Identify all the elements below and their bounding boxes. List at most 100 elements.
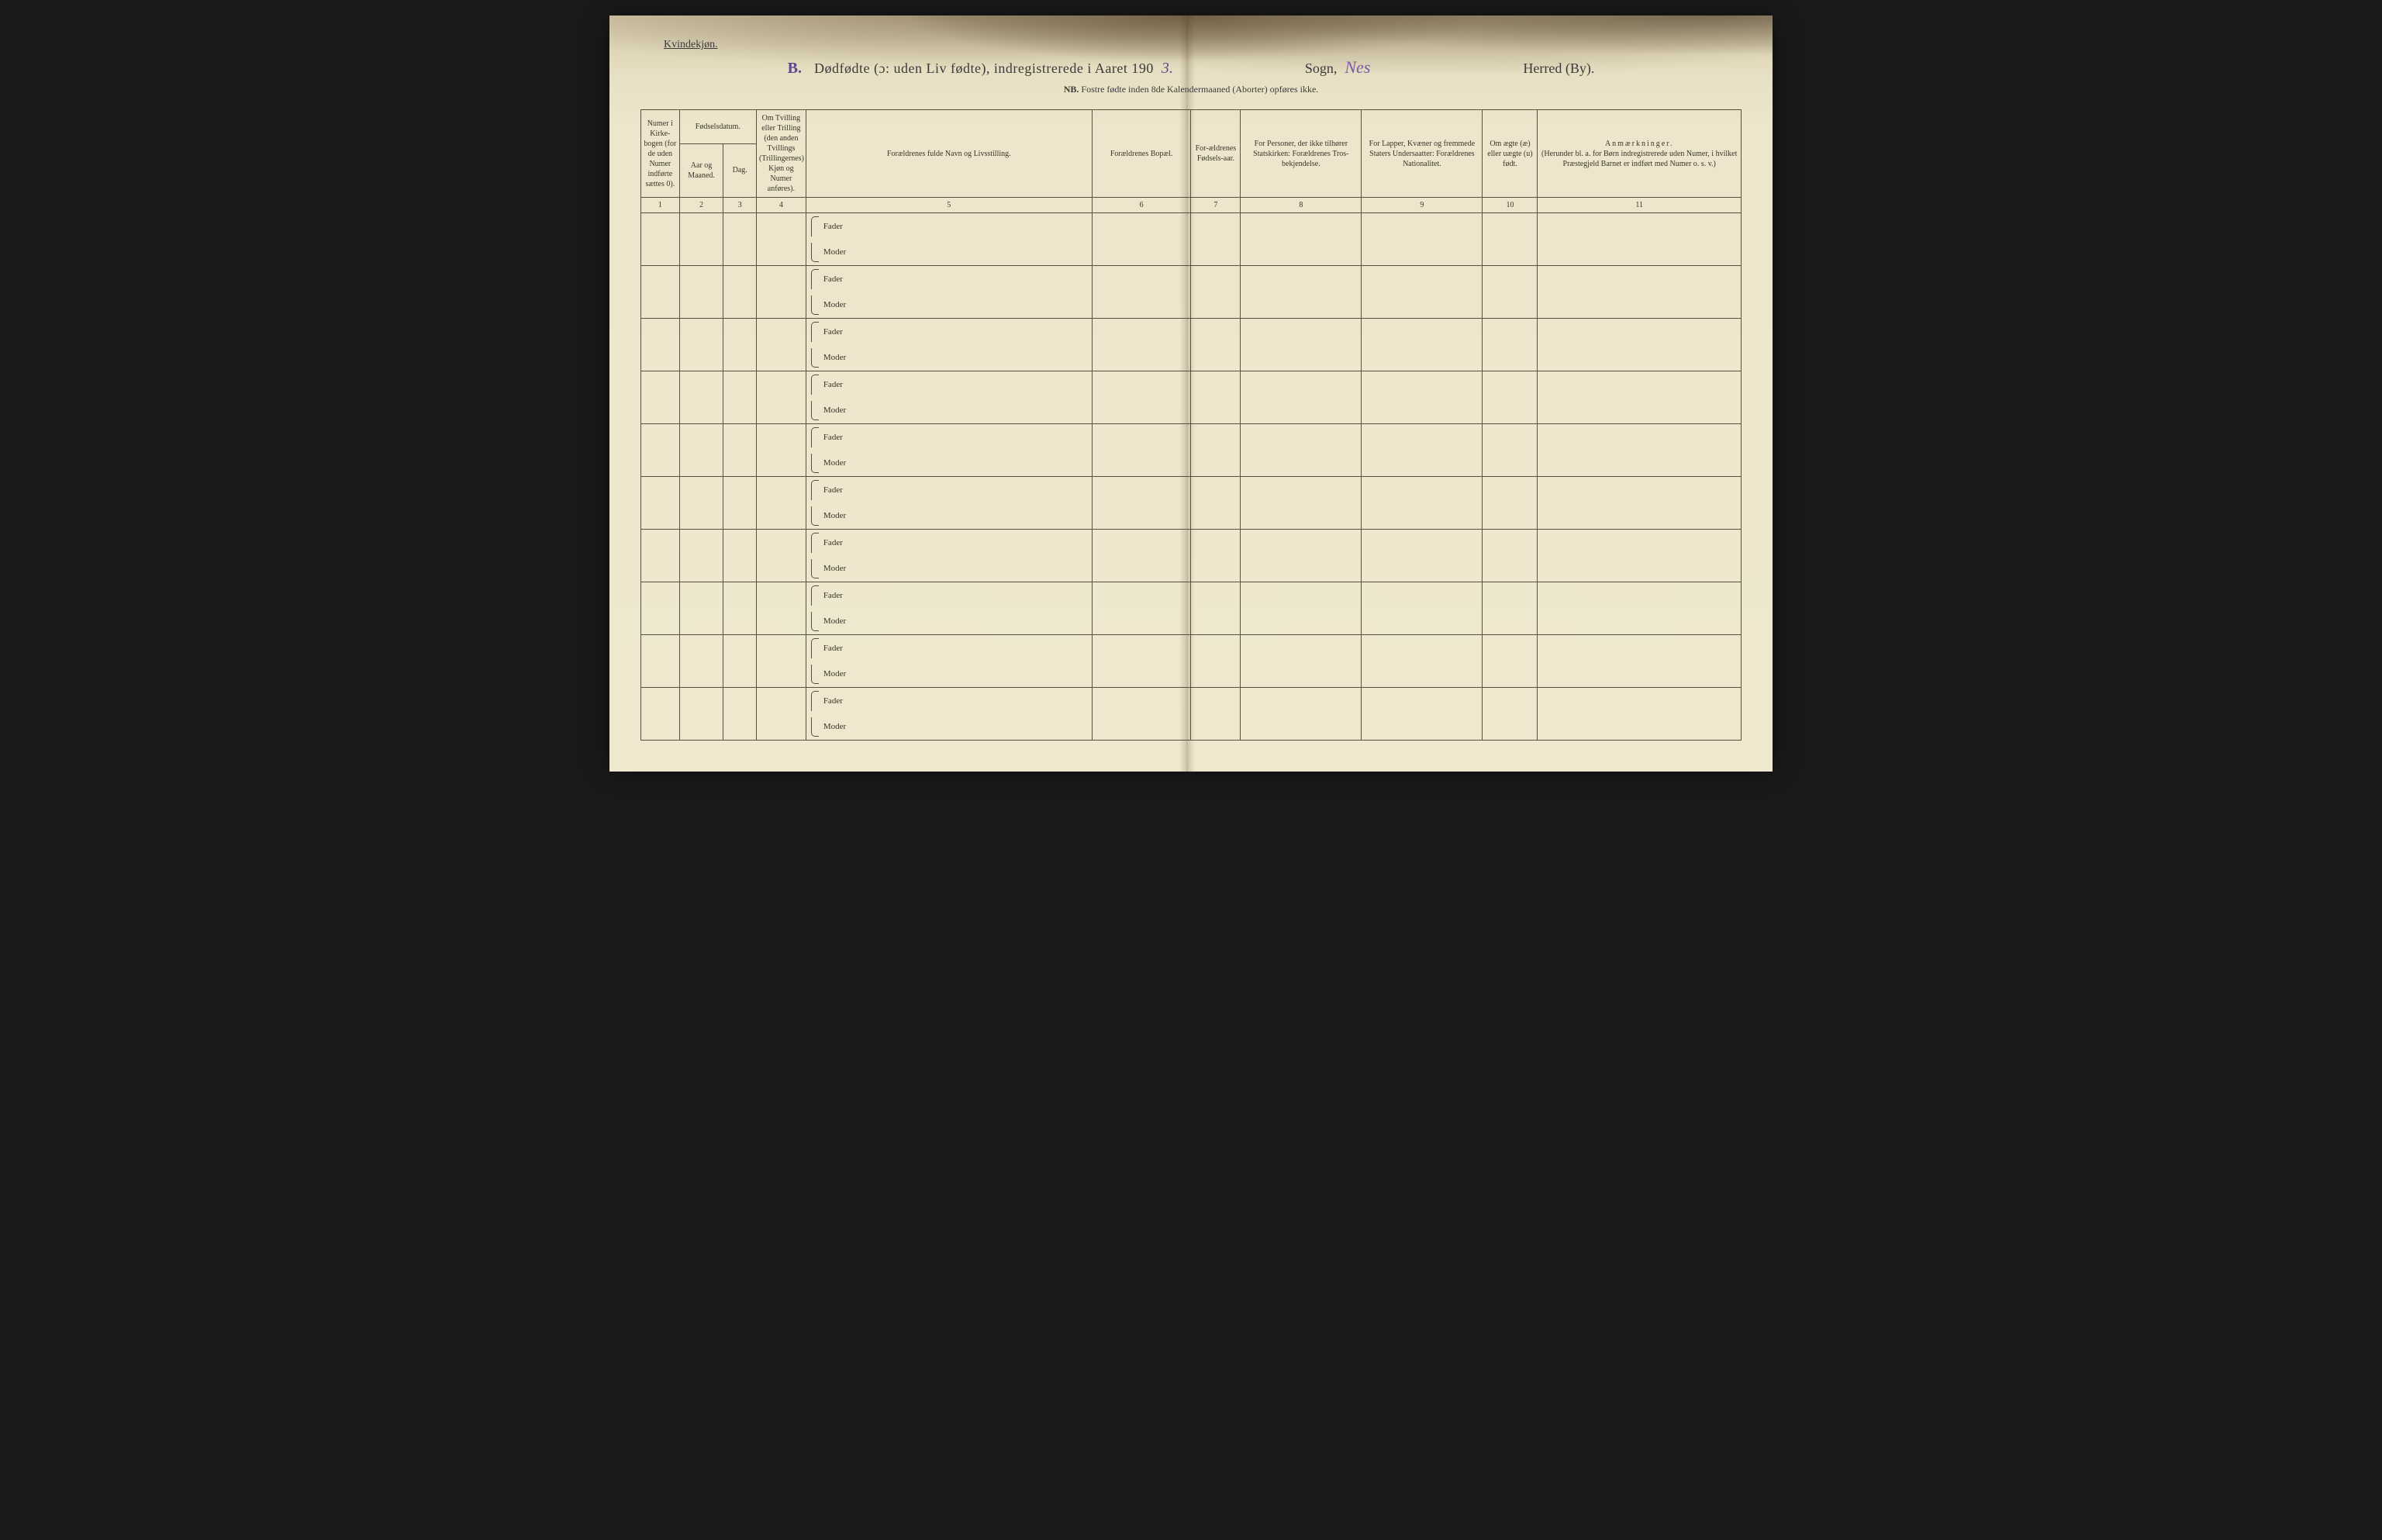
brace-icon xyxy=(811,612,819,632)
brace-icon xyxy=(811,375,819,395)
cell-aar-maaned xyxy=(679,424,723,477)
col-header-2b: Dag. xyxy=(723,143,757,197)
cell-tvilling xyxy=(756,582,806,635)
cell-moder-fodselsaar xyxy=(1191,451,1241,477)
cell-aegte xyxy=(1483,424,1538,477)
cell-aar-maaned xyxy=(679,477,723,530)
brace-icon xyxy=(811,559,819,579)
col-header-10: Om ægte (æ) eller uægte (u) født. xyxy=(1483,110,1538,198)
cell-dag xyxy=(723,530,757,582)
cell-fader-fodselsaar xyxy=(1191,688,1241,714)
fader-label: Fader xyxy=(823,275,843,284)
cell-aar-maaned xyxy=(679,635,723,688)
moder-label: Moder xyxy=(823,669,846,678)
gender-label: Kvindekjøn. xyxy=(664,39,1742,51)
col-header-11: Anmærkninger. (Herunder bl. a. for Børn … xyxy=(1538,110,1742,198)
fader-label: Fader xyxy=(823,433,843,442)
cell-anmaerkninger xyxy=(1538,530,1742,582)
cell-fader-fodselsaar xyxy=(1191,424,1241,451)
cell-aegte xyxy=(1483,477,1538,530)
cell-aegte xyxy=(1483,371,1538,424)
cell-moder-nationalitet xyxy=(1362,240,1483,266)
cell-dag xyxy=(723,213,757,266)
col-header-7: For-ældrenes Fødsels-aar. xyxy=(1191,110,1241,198)
cell-tvilling xyxy=(756,266,806,319)
sogn-handwritten: Nes xyxy=(1345,57,1407,78)
colnum-5: 5 xyxy=(806,198,1092,213)
cell-fader-nationalitet xyxy=(1362,635,1483,661)
cell-bopael xyxy=(1092,424,1191,477)
colnum-11: 11 xyxy=(1538,198,1742,213)
table-row: Fader xyxy=(641,213,1742,240)
cell-aar-maaned xyxy=(679,530,723,582)
cell-fader-fodselsaar xyxy=(1191,477,1241,503)
cell-numer xyxy=(641,371,680,424)
cell-aar-maaned xyxy=(679,582,723,635)
col-header-1: Numer i Kirke-bogen (for de uden Numer i… xyxy=(641,110,680,198)
cell-tros xyxy=(1241,477,1362,530)
cell-moder-fodselsaar xyxy=(1191,398,1241,424)
fader-label: Fader xyxy=(823,591,843,600)
cell-tros xyxy=(1241,424,1362,477)
cell-bopael xyxy=(1092,530,1191,582)
cell-moder-nationalitet xyxy=(1362,609,1483,635)
cell-anmaerkninger xyxy=(1538,477,1742,530)
cell-moder-nationalitet xyxy=(1362,398,1483,424)
brace-icon xyxy=(811,506,819,527)
sogn-label: Sogn, xyxy=(1305,60,1338,77)
table-row: Fader xyxy=(641,266,1742,292)
cell-moder-navn: Moder xyxy=(806,240,1092,266)
cell-tvilling xyxy=(756,477,806,530)
cell-moder-nationalitet xyxy=(1362,661,1483,688)
moder-label: Moder xyxy=(823,300,846,309)
cell-tros xyxy=(1241,688,1362,741)
colnum-9: 9 xyxy=(1362,198,1483,213)
table-row: Fader xyxy=(641,424,1742,451)
moder-label: Moder xyxy=(823,616,846,626)
brace-icon xyxy=(811,665,819,685)
cell-moder-fodselsaar xyxy=(1191,345,1241,371)
cell-fader-navn: Fader xyxy=(806,635,1092,661)
colnum-10: 10 xyxy=(1483,198,1538,213)
cell-fader-navn: Fader xyxy=(806,319,1092,345)
cell-numer xyxy=(641,477,680,530)
brace-icon xyxy=(811,717,819,737)
cell-numer xyxy=(641,635,680,688)
cell-fader-nationalitet xyxy=(1362,582,1483,609)
moder-label: Moder xyxy=(823,458,846,468)
cell-tvilling xyxy=(756,530,806,582)
cell-tros xyxy=(1241,266,1362,319)
section-letter: B. xyxy=(788,60,802,78)
cell-tros xyxy=(1241,319,1362,371)
cell-tros xyxy=(1241,635,1362,688)
cell-dag xyxy=(723,371,757,424)
cell-moder-navn: Moder xyxy=(806,398,1092,424)
cell-dag xyxy=(723,319,757,371)
cell-tvilling xyxy=(756,213,806,266)
cell-fader-fodselsaar xyxy=(1191,371,1241,398)
cell-bopael xyxy=(1092,477,1191,530)
document-page: Kvindekjøn. B. Dødfødte (ɔ: uden Liv fød… xyxy=(609,16,1773,772)
cell-anmaerkninger xyxy=(1538,688,1742,741)
colnum-4: 4 xyxy=(756,198,806,213)
cell-tvilling xyxy=(756,424,806,477)
table-row: Fader xyxy=(641,477,1742,503)
colnum-3: 3 xyxy=(723,198,757,213)
cell-dag xyxy=(723,424,757,477)
cell-fader-nationalitet xyxy=(1362,530,1483,556)
col-header-5: Forældrenes fulde Navn og Livsstilling. xyxy=(806,110,1092,198)
fader-label: Fader xyxy=(823,222,843,231)
cell-tvilling xyxy=(756,371,806,424)
brace-icon xyxy=(811,401,819,421)
cell-aar-maaned xyxy=(679,213,723,266)
cell-fader-navn: Fader xyxy=(806,424,1092,451)
cell-moder-navn: Moder xyxy=(806,556,1092,582)
cell-aegte xyxy=(1483,266,1538,319)
cell-bopael xyxy=(1092,582,1191,635)
cell-tros xyxy=(1241,582,1362,635)
cell-fader-fodselsaar xyxy=(1191,635,1241,661)
cell-numer xyxy=(641,319,680,371)
table-row: Fader xyxy=(641,371,1742,398)
cell-moder-nationalitet xyxy=(1362,345,1483,371)
brace-icon xyxy=(811,638,819,658)
